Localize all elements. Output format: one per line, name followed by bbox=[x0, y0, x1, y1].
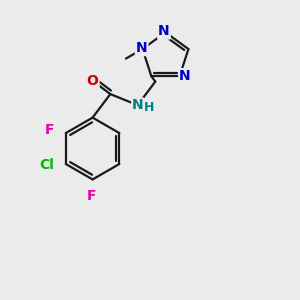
Text: H: H bbox=[144, 101, 154, 114]
Text: O: O bbox=[87, 74, 99, 88]
Text: N: N bbox=[179, 69, 191, 83]
Text: F: F bbox=[45, 123, 54, 137]
Text: N: N bbox=[132, 98, 143, 112]
Text: Cl: Cl bbox=[39, 158, 54, 172]
Text: F: F bbox=[86, 189, 96, 202]
Text: N: N bbox=[136, 41, 147, 55]
Text: N: N bbox=[158, 25, 170, 38]
